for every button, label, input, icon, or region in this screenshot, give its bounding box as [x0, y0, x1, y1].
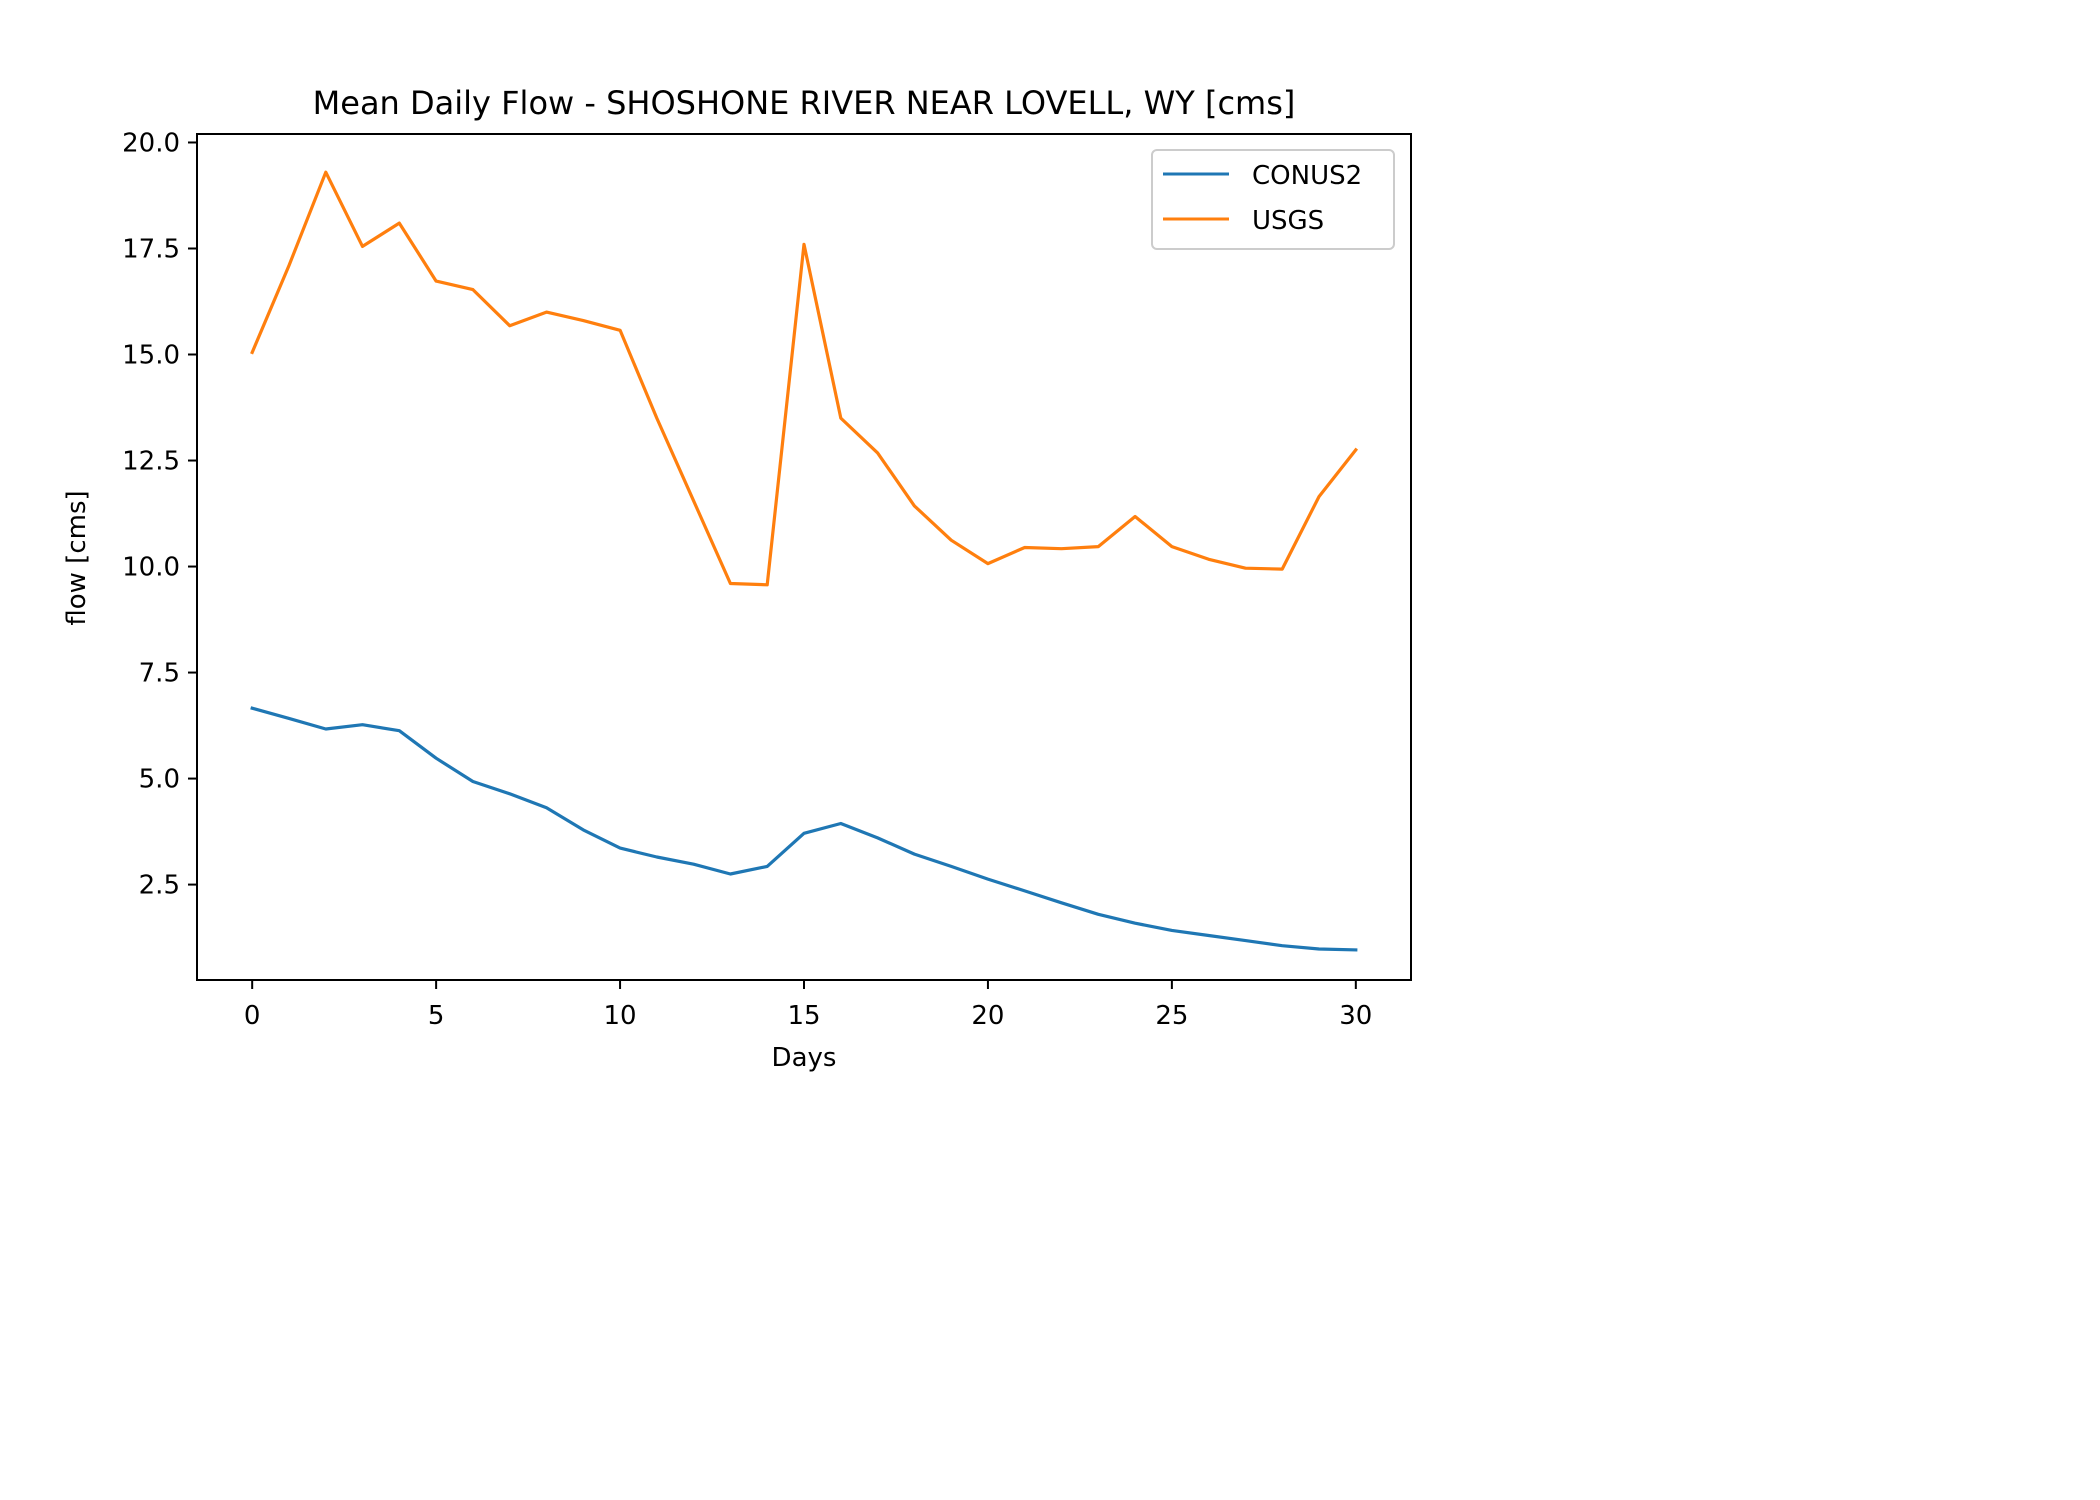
y-tick-label: 20.0 [122, 128, 180, 158]
x-tick-label: 30 [1339, 1001, 1372, 1031]
x-tick-label: 25 [1155, 1001, 1188, 1031]
legend-label-usgs: USGS [1252, 206, 1324, 236]
x-tick-label: 10 [604, 1001, 637, 1031]
y-tick-label: 12.5 [122, 447, 180, 477]
x-tick-label: 5 [428, 1001, 445, 1031]
y-axis-label: flow [cms] [62, 490, 92, 625]
x-axis-label: Days [772, 1043, 837, 1073]
y-axis-ticks: 2.5 5.0 7.5 10.0 12.5 15.0 17.5 20.0 [122, 128, 197, 901]
series-line-usgs [250, 170, 1359, 587]
y-tick-label: 7.5 [139, 659, 180, 689]
plot-area-frame [196, 133, 1412, 981]
y-tick-label: 10.0 [122, 553, 180, 583]
y-tick-label: 5.0 [139, 765, 180, 795]
x-tick-label: 15 [787, 1001, 820, 1031]
legend: CONUS2 USGS [1151, 149, 1395, 250]
legend-label-conus2: CONUS2 [1252, 161, 1362, 191]
y-tick-label: 17.5 [122, 234, 180, 264]
chart-title: Mean Daily Flow - SHOSHONE RIVER NEAR LO… [313, 84, 1296, 122]
x-tick-label: 20 [971, 1001, 1004, 1031]
x-tick-label: 0 [244, 1001, 261, 1031]
line-chart: Mean Daily Flow - SHOSHONE RIVER NEAR LO… [62, 84, 1412, 1073]
y-tick-label: 2.5 [139, 871, 180, 901]
series-lines [250, 170, 1359, 952]
y-tick-label: 15.0 [122, 341, 180, 371]
x-axis-ticks: 0 5 10 15 20 25 30 [244, 980, 1372, 1031]
series-line-conus2 [250, 706, 1358, 952]
chart-figure: Mean Daily Flow - SHOSHONE RIVER NEAR LO… [62, 84, 1412, 1073]
